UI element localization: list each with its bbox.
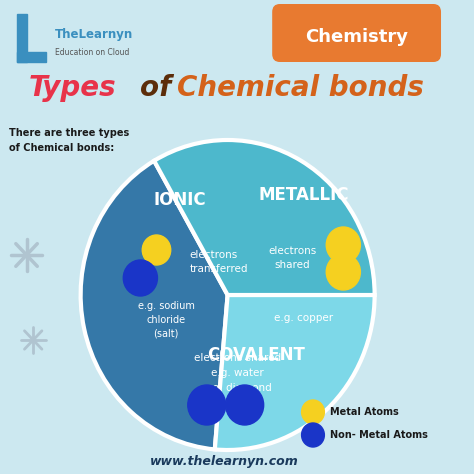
Text: TheLearnyn: TheLearnyn [55,27,133,40]
Text: Non- Metal Atoms: Non- Metal Atoms [330,430,428,440]
Wedge shape [81,161,228,449]
Text: IONIC: IONIC [154,191,207,209]
Text: e.g. sodium
chloride
(salt): e.g. sodium chloride (salt) [137,301,194,339]
Text: Types: Types [28,74,116,102]
Text: Education on Cloud: Education on Cloud [55,47,129,56]
Bar [17,14,27,62]
Circle shape [326,227,360,263]
Circle shape [123,260,157,296]
FancyBboxPatch shape [272,4,441,62]
Circle shape [301,423,324,447]
Circle shape [301,400,324,424]
Bar [17,52,46,62]
Text: e.g. copper: e.g. copper [274,313,333,323]
Text: Chemistry: Chemistry [305,28,408,46]
Circle shape [326,254,360,290]
Circle shape [226,385,264,425]
Wedge shape [215,295,374,450]
Text: electrons
shared: electrons shared [268,246,316,270]
Text: electrons
transferred: electrons transferred [190,250,248,274]
Text: Chemical bonds: Chemical bonds [177,74,424,102]
Text: electrons shared
e.g. water
e.g. diamond: electrons shared e.g. water e.g. diamond [193,353,281,393]
Text: of: of [140,74,172,102]
Text: COVALENT: COVALENT [207,346,305,364]
Text: www.thelearnyn.com: www.thelearnyn.com [150,456,299,468]
Text: Metal Atoms: Metal Atoms [330,407,399,417]
Text: There are three types
of Chemical bonds:: There are three types of Chemical bonds: [9,128,130,153]
Circle shape [142,235,171,265]
Circle shape [188,385,226,425]
Wedge shape [154,140,374,295]
Text: METALLIC: METALLIC [258,186,349,204]
